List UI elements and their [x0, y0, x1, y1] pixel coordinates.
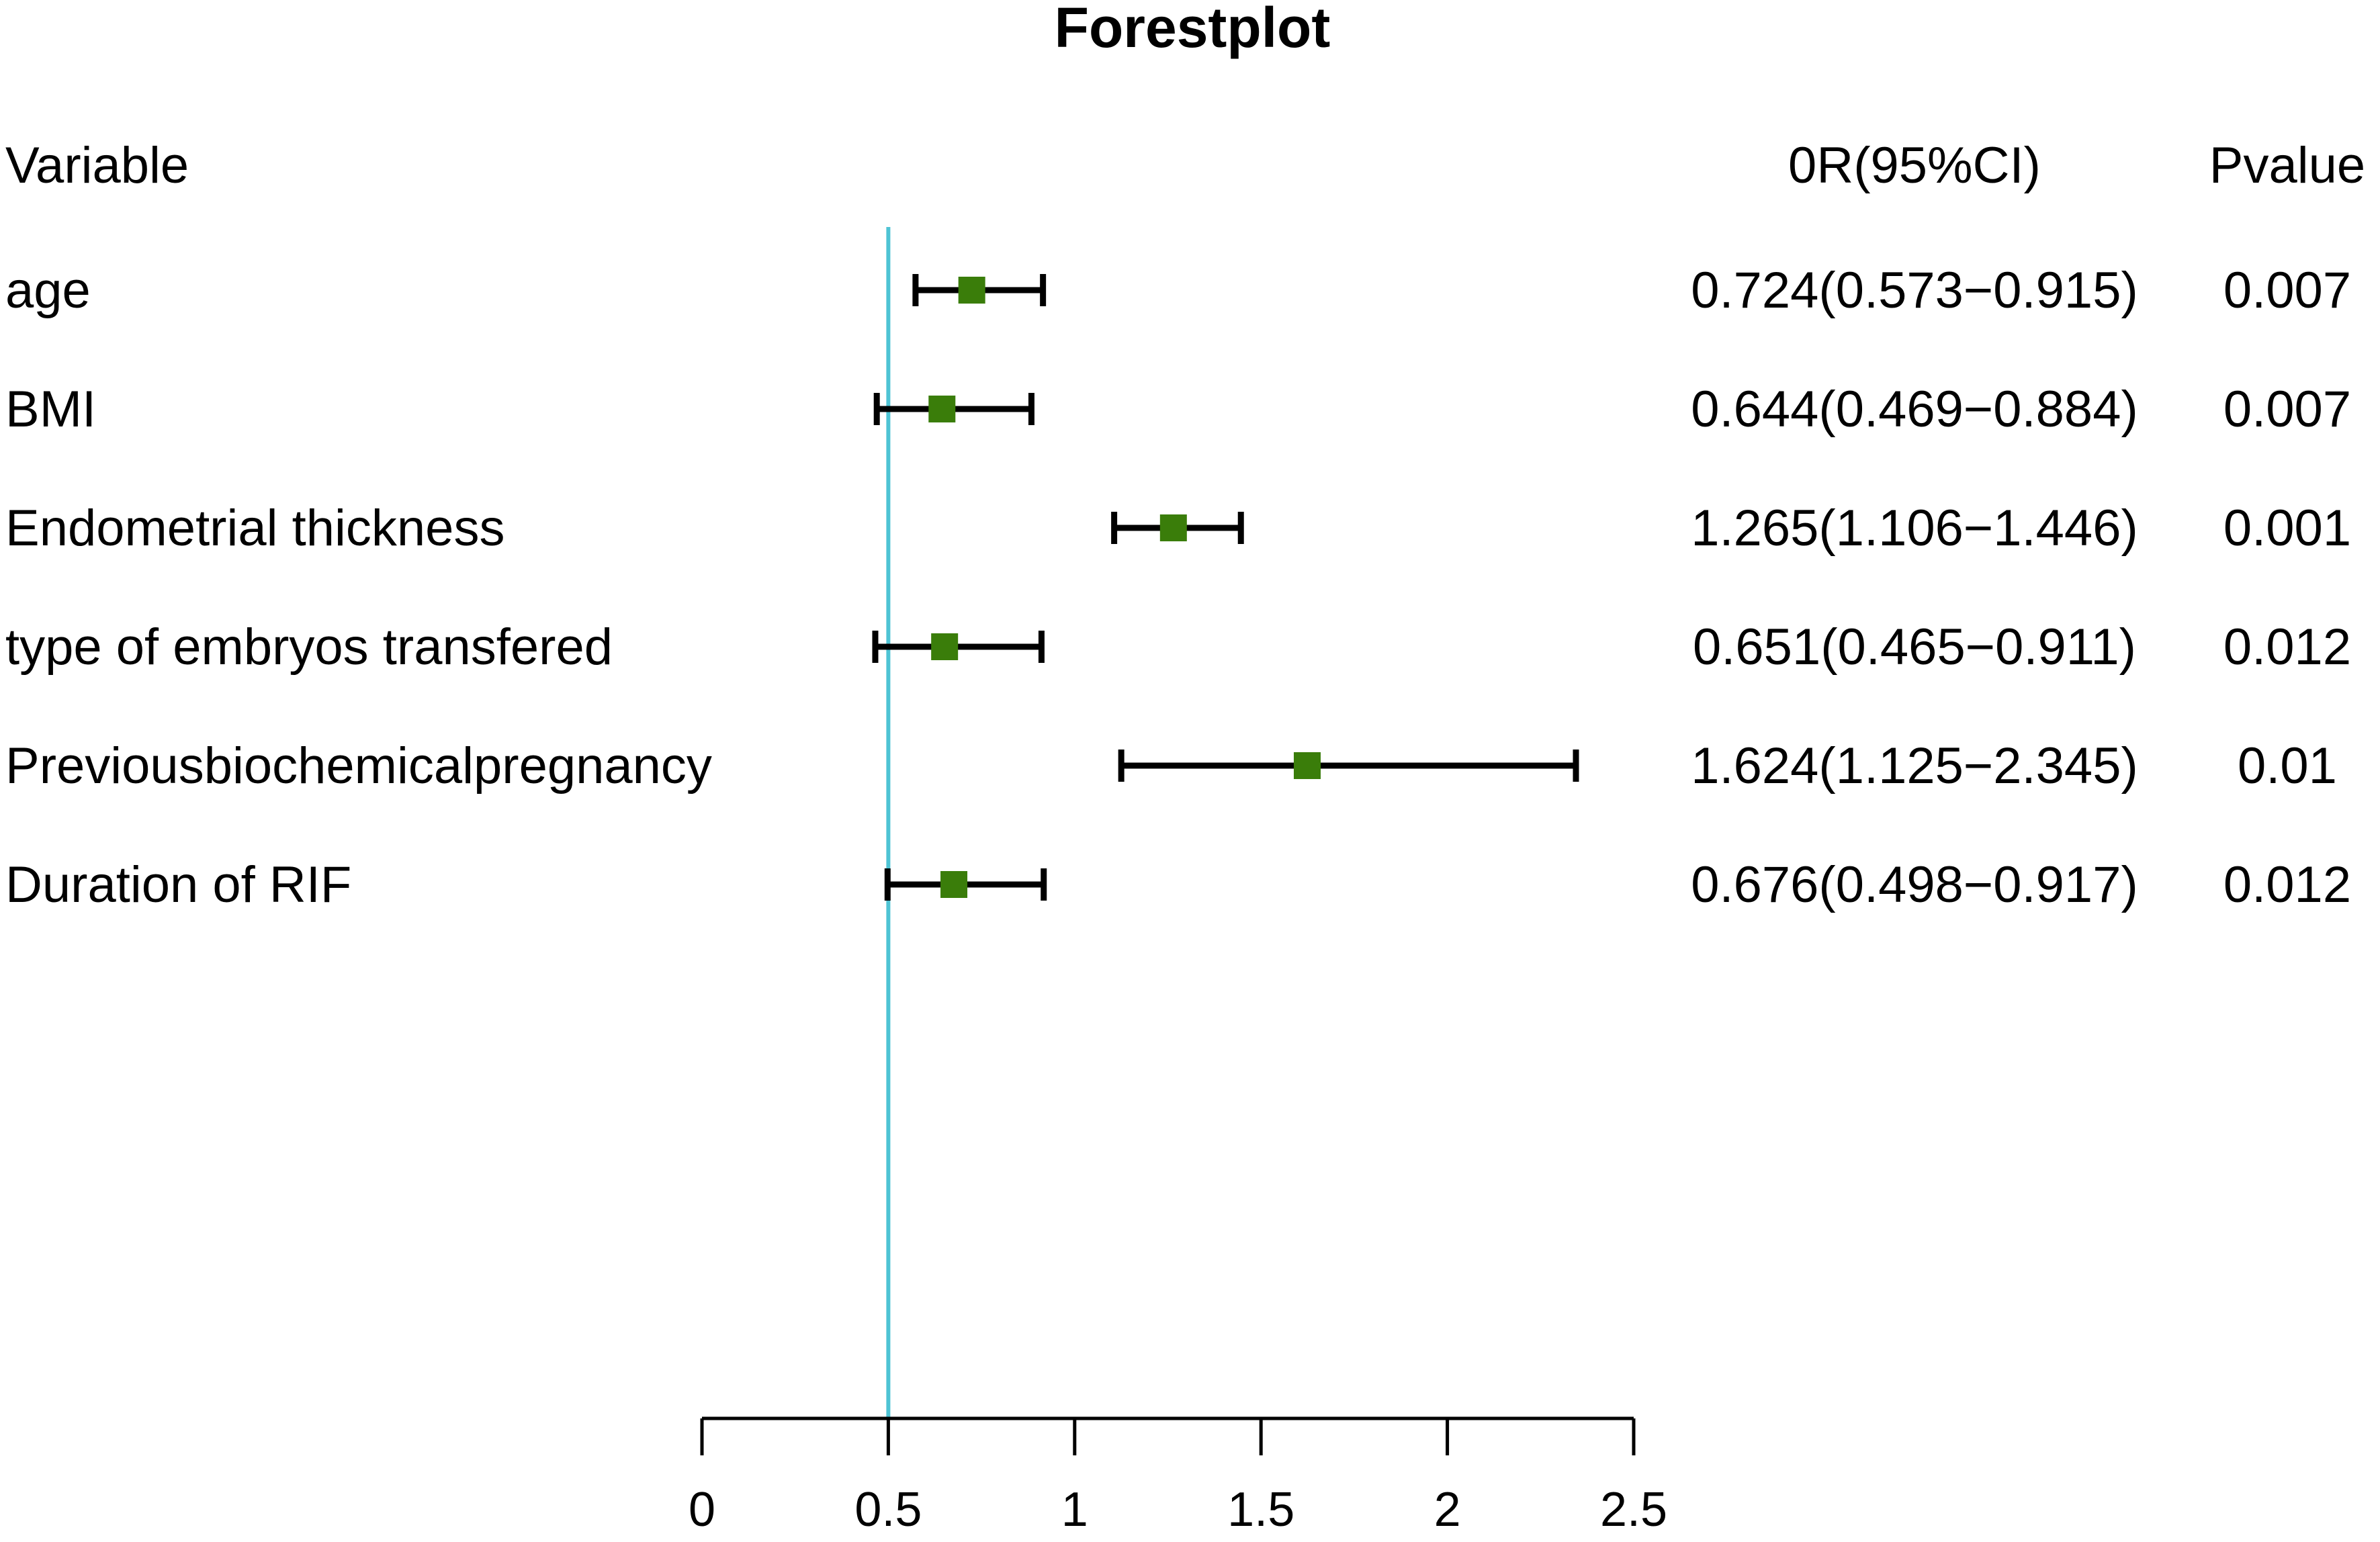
- pvalue-label: 0.012: [2223, 856, 2351, 913]
- forest-marks: [872, 274, 1579, 901]
- pvalue-label: 0.001: [2223, 500, 2351, 557]
- variable-label: Endometrial thickness: [5, 500, 504, 557]
- chart-title: Forestplot: [1055, 0, 1331, 59]
- x-tick-label: 1.5: [1227, 1483, 1294, 1537]
- pvalue-label: 0.012: [2223, 619, 2351, 676]
- or-ci-label: 0.651(0.465−0.911): [1693, 619, 2136, 676]
- or-ci-label: 0.676(0.498−0.917): [1691, 856, 2138, 913]
- x-tick-label: 0: [689, 1483, 715, 1537]
- pvalue-label: 0.01: [2238, 737, 2337, 795]
- pvalue-label: 0.007: [2223, 381, 2351, 438]
- variable-label: age: [5, 262, 91, 319]
- variable-label: BMI: [5, 381, 96, 438]
- or-point-box: [1159, 514, 1187, 541]
- or-ci-label: 1.265(1.106−1.446): [1691, 500, 2138, 557]
- pvalue-column-header: Pvalue: [2209, 137, 2365, 194]
- variable-label: Previousbiochemicalpregnancy: [5, 737, 712, 795]
- variable-label: type of embryos transfered: [5, 619, 613, 676]
- or-point-box: [928, 396, 956, 422]
- or-ci-label: 1.624(1.125−2.345): [1691, 737, 2138, 795]
- or-point-box: [958, 277, 985, 304]
- variable-label: Duration of RIF: [5, 856, 351, 913]
- x-tick-label: 2.5: [1600, 1483, 1667, 1537]
- or-point-box: [1293, 752, 1321, 779]
- or-ci-label: 0.644(0.469−0.884): [1691, 381, 2138, 438]
- pvalue-label: 0.007: [2223, 262, 2351, 319]
- or-point-box: [931, 633, 959, 660]
- x-tick-label: 1: [1061, 1483, 1088, 1537]
- or-ci-label: 0.724(0.573−0.915): [1691, 262, 2138, 319]
- x-tick-label: 2: [1434, 1483, 1461, 1537]
- x-tick-label: 0.5: [854, 1483, 922, 1537]
- variable-column-header: Variable: [5, 137, 189, 194]
- or-column-header: 0R(95%CI): [1788, 137, 2041, 194]
- forest-rows: age 0.724(0.573−0.915) 0.007 BMI 0.644(0.469…: [5, 262, 2351, 913]
- x-axis: 0 0.5 1 1.5 2 2.5: [689, 1416, 1667, 1537]
- or-point-box: [940, 871, 968, 898]
